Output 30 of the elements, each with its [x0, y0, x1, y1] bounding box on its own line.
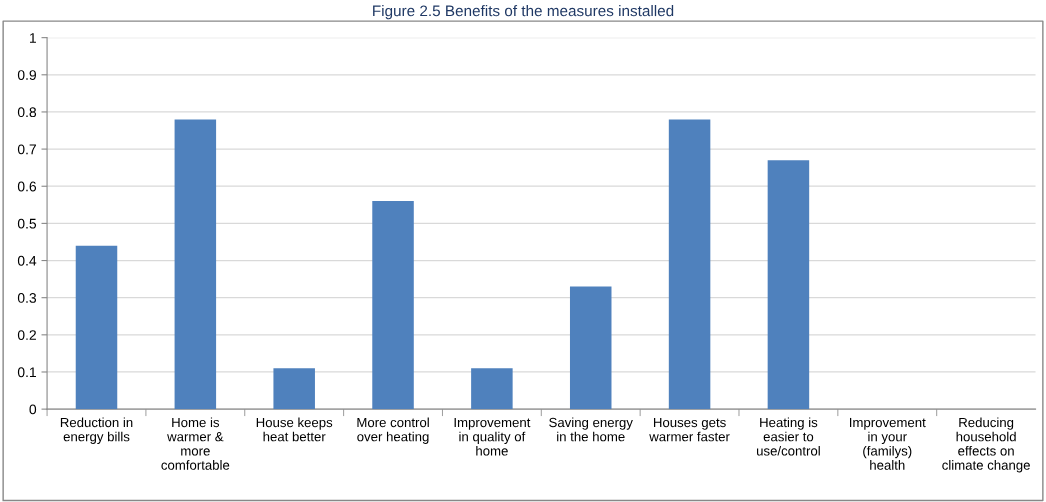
y-tick-label: 0.6	[17, 181, 37, 192]
bar	[75, 245, 118, 410]
y-tick-label: 0.5	[17, 218, 37, 229]
y-tick-label: 1	[29, 33, 36, 43]
x-tick-label: House keeps heat better	[256, 417, 333, 442]
x-tick-label: Saving energy in the home	[549, 417, 633, 442]
x-tick-label: Houses gets warmer faster	[649, 417, 730, 442]
y-tick-label: 0.2	[17, 330, 36, 340]
y-tick-label: 0.7	[17, 144, 36, 155]
y-tick-label: 0.8	[17, 107, 37, 118]
x-tick-label: Home is warmer & more comfortable	[161, 417, 230, 470]
y-tick-label: 0.1	[17, 367, 36, 378]
x-tick-label: Improvement in quality of home	[454, 417, 531, 456]
bar	[767, 160, 810, 410]
y-tick-label: 0.4	[17, 255, 37, 266]
y-tick-label: 0.3	[17, 293, 37, 303]
bar	[273, 368, 315, 410]
bar	[569, 286, 612, 410]
chart-title: Figure 2.5 Benefits of the measures installed	[373, 5, 674, 20]
y-tick-label: 0	[29, 404, 37, 415]
x-tick-label: Reducing household effects on climate change	[942, 417, 1030, 473]
bar	[471, 368, 513, 410]
x-tick-label: Improvement in your (familys) health	[849, 417, 926, 470]
x-tick-label: More control over heating	[357, 417, 429, 444]
x-tick-label: Reduction in energy bills	[60, 417, 133, 444]
bar	[174, 119, 217, 410]
x-tick-label: Heating is easier to use/control	[757, 417, 820, 456]
bar	[372, 201, 414, 410]
y-tick-label: 0.9	[17, 70, 36, 80]
bar	[668, 119, 711, 410]
